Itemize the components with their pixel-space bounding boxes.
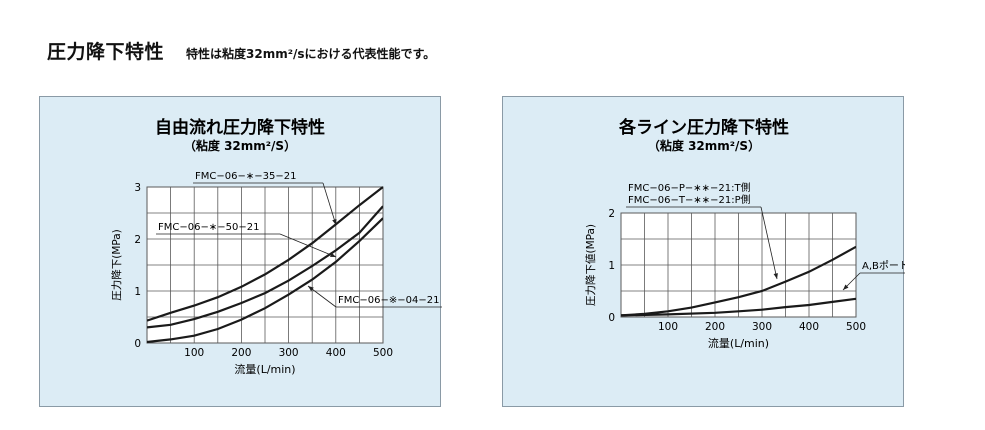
annotation-arrowhead bbox=[332, 219, 337, 225]
x-tick-label: 500 bbox=[373, 347, 393, 359]
chart-panel-per-line: 各ライン圧力降下特性 （粘度 32mm²/S） 100 200 300 400 500 0 1 2… bbox=[502, 96, 905, 407]
x-tick-label: 500 bbox=[846, 321, 866, 333]
chart-title: 自由流れ圧力降下特性 bbox=[155, 117, 325, 138]
y-tick-label: 2 bbox=[134, 234, 141, 246]
chart-per-line-svg: 各ライン圧力降下特性（粘度 32mm²/S） 100 200 300 400 500 0 1 2… bbox=[584, 117, 905, 350]
annotation-leader-line bbox=[307, 285, 337, 308]
x-tick-label: 200 bbox=[705, 321, 725, 333]
x-tick-label: 300 bbox=[752, 321, 772, 333]
x-axis-label: 流量(L/min) bbox=[234, 362, 295, 376]
y-tick-label: 0 bbox=[608, 312, 615, 324]
series-annotation: A,Bポート bbox=[862, 260, 905, 272]
x-axis-label: 流量(L/min) bbox=[708, 336, 769, 350]
chart-panel-free-flow: 自由流れ圧力降下特性 （粘度 32mm²/S） 100 200 300 400 500 0 1 2… bbox=[39, 96, 442, 407]
series-annotation: FMC−06−∗−35−21 bbox=[195, 171, 296, 182]
x-tick-label: 100 bbox=[658, 321, 678, 333]
y-tick-label: 1 bbox=[134, 286, 141, 298]
x-tick-label: 100 bbox=[184, 347, 204, 359]
annotation-arrowhead bbox=[330, 252, 336, 257]
series-line-1 bbox=[621, 297, 856, 317]
series-line-1 bbox=[147, 205, 383, 329]
series-annotation: FMC−06−※−04−21 bbox=[338, 295, 439, 306]
y-axis-label: 圧力降下(MPa) bbox=[110, 229, 123, 301]
y-axis-label: 圧力降下値(MPa) bbox=[584, 224, 597, 306]
annotation-leader-line bbox=[279, 233, 337, 258]
series-line-0 bbox=[621, 245, 856, 317]
annotation-leader-line bbox=[760, 206, 778, 280]
series-line-0 bbox=[147, 186, 383, 322]
y-tick-label: 1 bbox=[608, 260, 615, 272]
page-heading: 圧力降下特性 特性は粘度32mm²/sにおける代表性能です。 bbox=[47, 37, 435, 63]
series-annotation: FMC−06−∗−50−21 bbox=[158, 222, 259, 233]
x-tick-label: 400 bbox=[799, 321, 819, 333]
y-tick-label: 0 bbox=[134, 338, 141, 350]
x-tick-label: 300 bbox=[279, 347, 299, 359]
y-tick-label: 3 bbox=[134, 182, 141, 194]
annotation-leader-line bbox=[322, 182, 337, 226]
chart-free-flow-svg: 自由流れ圧力降下特性（粘度 32mm²/S） 100 200 300 400 500 0 1 2… bbox=[110, 117, 442, 376]
chart-subtitle: （粘度 32mm²/S） bbox=[184, 138, 296, 153]
page-subtitle: 特性は粘度32mm²/sにおける代表性能です。 bbox=[186, 47, 436, 61]
x-tick-label: 400 bbox=[326, 347, 346, 359]
chart-subtitle: （粘度 32mm²/S） bbox=[648, 138, 760, 153]
y-tick-label: 2 bbox=[608, 208, 615, 220]
page-title: 圧力降下特性 bbox=[47, 41, 165, 63]
series-annotation: FMC−06−P−∗∗−21:T側 bbox=[628, 181, 751, 194]
annotation-arrowhead bbox=[308, 286, 314, 292]
chart-title: 各ライン圧力降下特性 bbox=[618, 117, 789, 138]
annotation-arrowhead bbox=[843, 284, 849, 290]
series-annotation: FMC−06−T−∗∗−21:P側 bbox=[628, 193, 751, 206]
annotation-arrowhead bbox=[773, 273, 778, 279]
x-tick-label: 200 bbox=[231, 347, 251, 359]
series-line-2 bbox=[147, 217, 383, 344]
